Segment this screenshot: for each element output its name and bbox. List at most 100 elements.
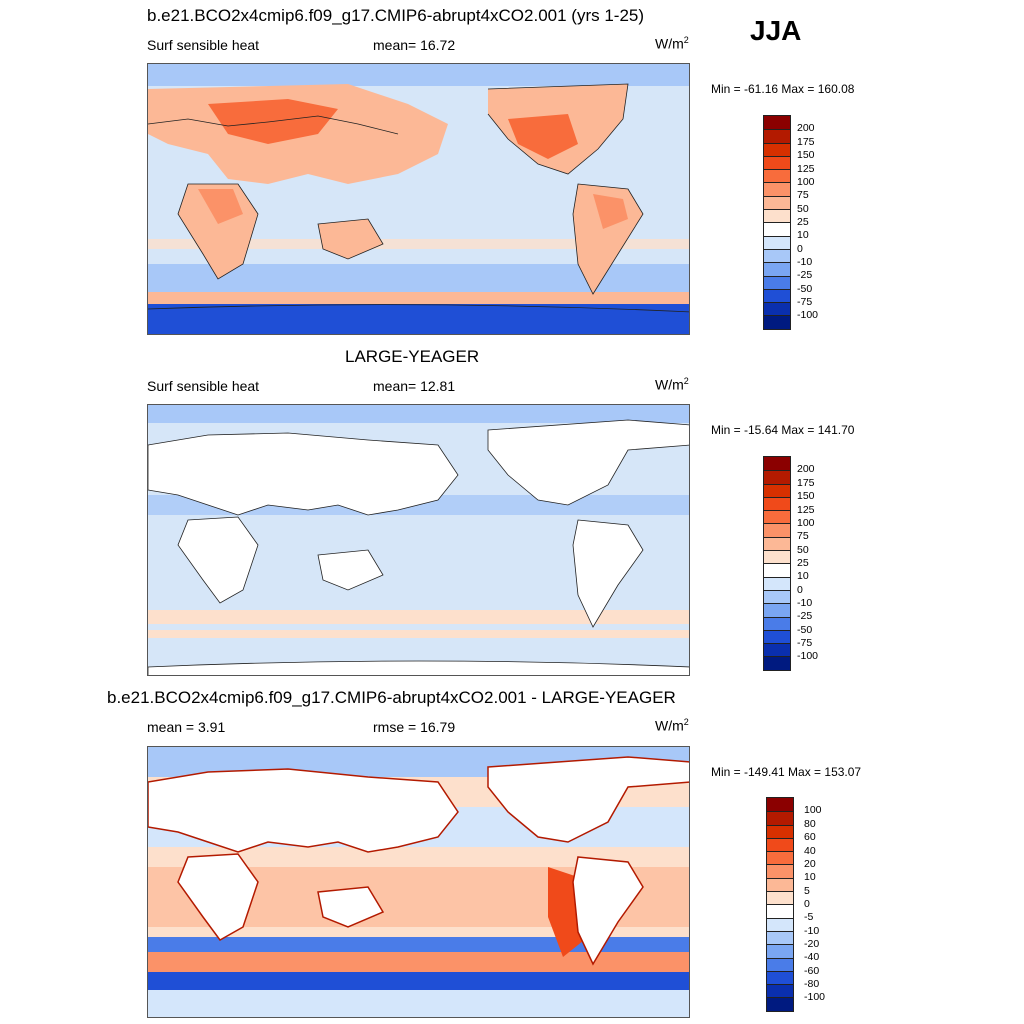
tick-label: 200 [797, 122, 815, 134]
colorbar-swatch [767, 837, 793, 852]
tick-label: -100 [804, 991, 826, 1003]
colorbar-swatch [767, 970, 793, 985]
tick-label: -10 [797, 256, 813, 268]
colorbar-swatch [764, 248, 790, 263]
tick-label: 100 [804, 804, 822, 816]
panel3-units: W/m2 [655, 717, 689, 734]
panel2-title: LARGE-YEAGER [345, 347, 480, 366]
tick-label: -10 [804, 925, 820, 937]
colorbar-swatch [764, 262, 790, 276]
tick-label: 25 [797, 216, 809, 228]
colorbar-swatch [764, 222, 790, 236]
colorbar-swatch [764, 129, 790, 143]
panel2-colorbar [763, 456, 791, 671]
tick-label: 5 [804, 885, 810, 897]
tick-label: 200 [797, 463, 815, 475]
tick-label: 150 [797, 149, 815, 161]
colorbar-swatch [764, 288, 790, 303]
tick-label: 125 [797, 163, 815, 175]
tick-label: -50 [797, 624, 813, 636]
panel1-map [147, 63, 690, 335]
tick-label: 0 [797, 243, 803, 255]
colorbar-swatch [767, 930, 793, 945]
tick-label: -40 [804, 951, 820, 963]
tick-label: 125 [797, 504, 815, 516]
colorbar-swatch [764, 182, 790, 196]
tick-label: -50 [797, 283, 813, 295]
tick-label: 175 [797, 136, 815, 148]
tick-label: 75 [797, 189, 809, 201]
tick-label: 60 [804, 831, 816, 843]
tick-label: 10 [797, 229, 809, 241]
tick-label: -80 [804, 978, 820, 990]
colorbar-swatch [767, 997, 793, 1011]
panel3-mean: mean = 3.91 [147, 719, 226, 735]
colorbar-swatch [764, 510, 790, 524]
colorbar-swatch [764, 235, 790, 249]
colorbar-swatch [767, 891, 793, 905]
colorbar-swatch [767, 851, 793, 865]
colorbar-swatch [767, 811, 793, 825]
colorbar-swatch [764, 603, 790, 617]
panel1-variable: Surf sensible heat [147, 37, 260, 53]
tick-label: -60 [804, 965, 820, 977]
colorbar-swatch [764, 563, 790, 577]
tick-label: 20 [804, 858, 816, 870]
tick-label: -20 [804, 938, 820, 950]
colorbar-swatch [767, 917, 793, 931]
colorbar-swatch [764, 483, 790, 497]
tick-label: -25 [797, 610, 813, 622]
panel2-minmax: Min = -15.64 Max = 141.70 [711, 423, 855, 437]
colorbar-swatch [764, 275, 790, 289]
tick-label: -75 [797, 637, 813, 649]
tick-label: -25 [797, 269, 813, 281]
tick-label: 75 [797, 530, 809, 542]
colorbar-swatch [764, 195, 790, 210]
colorbar-swatch [767, 944, 793, 958]
tick-label: -5 [804, 911, 814, 923]
panel2-variable: Surf sensible heat [147, 378, 260, 394]
colorbar-swatch [764, 470, 790, 484]
colorbar-swatch [764, 656, 790, 670]
tick-label: -100 [797, 650, 819, 662]
colorbar-swatch [767, 798, 793, 812]
panel3-map [147, 746, 690, 1018]
tick-label: -10 [797, 597, 813, 609]
colorbar-swatch [764, 496, 790, 511]
tick-label: 10 [804, 871, 816, 883]
tick-label: -75 [797, 296, 813, 308]
colorbar-swatch [764, 523, 790, 537]
colorbar-swatch [764, 142, 790, 156]
panel2-mean: mean= 12.81 [373, 378, 456, 394]
colorbar-swatch [764, 302, 790, 316]
colorbar-swatch [764, 169, 790, 183]
panel3-rmse: rmse = 16.79 [373, 719, 456, 735]
colorbar-swatch [764, 589, 790, 604]
colorbar-swatch [764, 616, 790, 630]
panel3-title: b.e21.BCO2x4cmip6.f09_g17.CMIP6-abrupt4x… [107, 688, 676, 707]
panel1-title: b.e21.BCO2x4cmip6.f09_g17.CMIP6-abrupt4x… [147, 6, 645, 25]
tick-label: 10 [797, 570, 809, 582]
colorbar-swatch [764, 457, 790, 471]
colorbar-swatch [764, 315, 790, 329]
tick-label: 175 [797, 477, 815, 489]
panel3-colorbar [766, 797, 794, 1012]
panel1-mean: mean= 16.72 [373, 37, 456, 53]
tick-label: 25 [797, 557, 809, 569]
tick-label: 0 [797, 584, 803, 596]
colorbar-swatch [764, 536, 790, 551]
colorbar-swatch [767, 824, 793, 838]
panel3-minmax: Min = -149.41 Max = 153.07 [711, 765, 862, 779]
colorbar-swatch [767, 904, 793, 918]
tick-label: 50 [797, 203, 809, 215]
tick-label: 150 [797, 490, 815, 502]
panel2-units: W/m2 [655, 376, 689, 393]
colorbar-swatch [764, 643, 790, 657]
panel1-units: W/m2 [655, 35, 689, 52]
panel1-minmax: Min = -61.16 Max = 160.08 [711, 82, 855, 96]
tick-label: 0 [804, 898, 810, 910]
tick-label: 50 [797, 544, 809, 556]
panel1-colorbar [763, 115, 791, 330]
colorbar-swatch [764, 576, 790, 590]
panel2-map [147, 404, 690, 676]
